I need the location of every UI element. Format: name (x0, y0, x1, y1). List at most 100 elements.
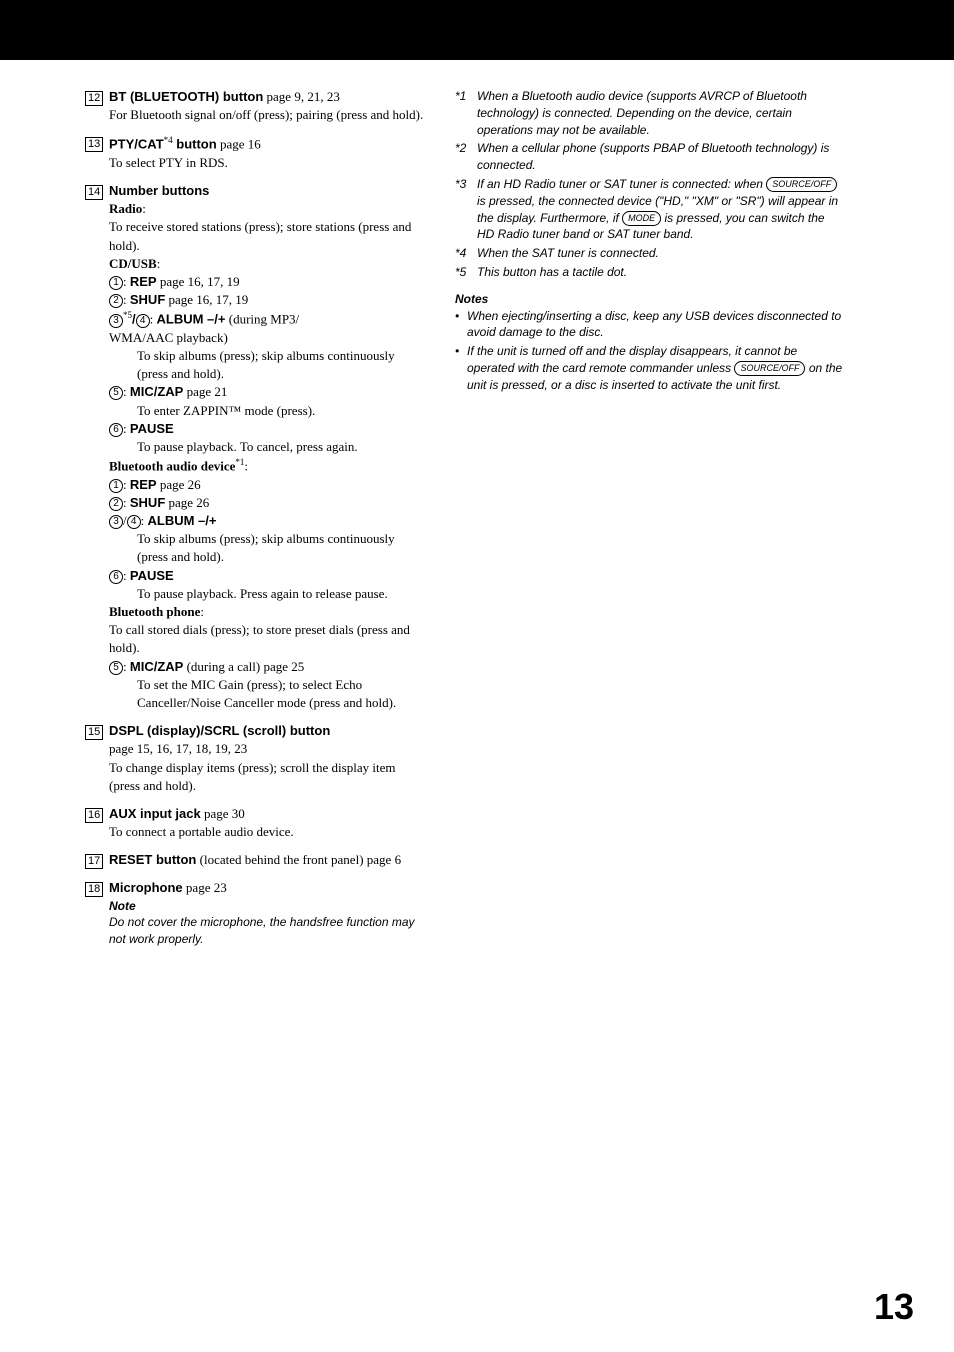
circle-6b: 6 (109, 570, 123, 584)
bt-phone-desc: To call stored dials (press); to store p… (109, 621, 425, 657)
item-14: 14 Number buttons Radio: To receive stor… (85, 182, 425, 712)
pause-desc: To pause playback. Press again to releas… (137, 585, 425, 603)
page-ref: page 15, 16, 17, 18, 19, 23 (109, 740, 425, 758)
note-heading: Note (109, 898, 425, 915)
page-ref: page 16 (220, 137, 261, 152)
item-title-pre: PTY/CAT (109, 137, 164, 152)
bullet-icon: • (455, 343, 467, 393)
radio-label: Radio (109, 201, 142, 216)
item-title-post: button (173, 137, 217, 152)
page-number: 13 (874, 1282, 914, 1332)
rep-label: REP (130, 274, 157, 289)
rep-label: REP (130, 477, 157, 492)
fn-text: This button has a tactile dot. (477, 264, 845, 281)
footnote-5: *5 This button has a tactile dot. (455, 264, 845, 281)
bt-audio-label: Bluetooth audio device (109, 459, 235, 474)
item-title: RESET button (109, 852, 196, 867)
content-area: 12 BT (BLUETOOTH) button page 9, 21, 23 … (0, 60, 954, 978)
circle-3: 3 (109, 314, 123, 328)
shuf-label: SHUF (130, 495, 165, 510)
bullet-icon: • (455, 308, 467, 342)
fn-mark: *4 (455, 245, 477, 262)
page-ref: page 6 (367, 852, 401, 867)
fn-text: If an HD Radio tuner or SAT tuner is con… (477, 176, 845, 243)
item-15: 15 DSPL (display)/SCRL (scroll) button p… (85, 722, 425, 795)
sup-5: *5 (123, 310, 132, 320)
item-16: 16 AUX input jack page 30 To connect a p… (85, 805, 425, 841)
footnote-2: *2 When a cellular phone (supports PBAP … (455, 140, 845, 174)
miczap-label: MIC/ZAP (130, 659, 183, 674)
item-12: 12 BT (BLUETOOTH) button page 9, 21, 23 … (85, 88, 425, 124)
miczap-desc: To enter ZAPPIN™ mode (press). (137, 402, 425, 420)
fn-pre: If an HD Radio tuner or SAT tuner is con… (477, 177, 766, 191)
album-desc: To skip albums (press); skip albums cont… (137, 530, 425, 566)
note-text: If the unit is turned off and the displa… (467, 343, 845, 393)
fn-mark: *2 (455, 140, 477, 174)
source-off-key: SOURCE/OFF (734, 361, 805, 376)
page-ref: page 25 (263, 659, 304, 674)
bt-audio-sup: *1 (235, 457, 244, 467)
circle-6: 6 (109, 423, 123, 437)
circle-1b: 1 (109, 479, 123, 493)
item-18: 18 Microphone page 23 Note Do not cover … (85, 879, 425, 948)
item-title: BT (BLUETOOTH) button (109, 89, 263, 104)
circle-5: 5 (109, 386, 123, 400)
circle-4b: 4 (127, 515, 141, 529)
footnote-3: *3 If an HD Radio tuner or SAT tuner is … (455, 176, 845, 243)
item-sup: *4 (164, 135, 173, 145)
note-bullet-2: • If the unit is turned off and the disp… (455, 343, 845, 393)
album-post: (during MP3/ (225, 312, 299, 327)
miczap-label: MIC/ZAP (130, 384, 183, 399)
page-ref: page 21 (187, 384, 228, 399)
radio-desc: To receive stored stations (press); stor… (109, 218, 425, 254)
album-desc: To skip albums (press); skip albums cont… (137, 347, 425, 383)
cdusb-label: CD/USB (109, 256, 157, 271)
mode-key: MODE (622, 211, 661, 226)
circle-1: 1 (109, 276, 123, 290)
item-title: DSPL (display)/SCRL (scroll) button (109, 722, 425, 740)
album-label: ALBUM –/+ (148, 513, 217, 528)
circle-4: 4 (136, 314, 150, 328)
footnote-1: *1 When a Bluetooth audio device (suppor… (455, 88, 845, 138)
page-ref: page 16, 17, 19 (169, 292, 249, 307)
item-title: Microphone (109, 880, 183, 895)
album-line2: WMA/AAC playback) (109, 329, 425, 347)
page-ref: page 9, 21, 23 (267, 89, 340, 104)
item-number: 18 (85, 882, 103, 897)
header-black-bar (0, 0, 954, 60)
left-column: 12 BT (BLUETOOTH) button page 9, 21, 23 … (85, 88, 425, 958)
circle-3b: 3 (109, 515, 123, 529)
fn-text: When a Bluetooth audio device (supports … (477, 88, 845, 138)
shuf-label: SHUF (130, 292, 165, 307)
item-number: 15 (85, 725, 103, 740)
item-number: 13 (85, 137, 103, 152)
item-number: 14 (85, 185, 103, 200)
notes-heading: Notes (455, 291, 845, 308)
item-desc: To connect a portable audio device. (109, 823, 425, 841)
item-number: 17 (85, 854, 103, 869)
miczap-desc: To set the MIC Gain (press); to select E… (137, 676, 425, 712)
circle-2b: 2 (109, 497, 123, 511)
circle-5p: 5 (109, 661, 123, 675)
pause-label: PAUSE (130, 568, 174, 583)
right-column: *1 When a Bluetooth audio device (suppor… (455, 88, 845, 958)
fn-mark: *5 (455, 264, 477, 281)
note-bullet-1: • When ejecting/inserting a disc, keep a… (455, 308, 845, 342)
note-text: When ejecting/inserting a disc, keep any… (467, 308, 845, 342)
circle-2: 2 (109, 294, 123, 308)
item-number: 16 (85, 808, 103, 823)
fn-text: When a cellular phone (supports PBAP of … (477, 140, 845, 174)
fn-mark: *1 (455, 88, 477, 138)
bt-phone-label: Bluetooth phone (109, 604, 200, 619)
footnote-4: *4 When the SAT tuner is connected. (455, 245, 845, 262)
fn-mark: *3 (455, 176, 477, 243)
pause-label: PAUSE (130, 421, 174, 436)
item-title: AUX input jack (109, 806, 201, 821)
miczap-post: (during a call) (183, 659, 260, 674)
item-post: (located behind the front panel) (196, 852, 363, 867)
pause-desc: To pause playback. To cancel, press agai… (137, 438, 425, 456)
page-ref: page 26 (160, 477, 201, 492)
album-label: ALBUM –/+ (157, 312, 226, 327)
item-desc: To select PTY in RDS. (109, 154, 425, 172)
source-off-key: SOURCE/OFF (766, 177, 837, 192)
